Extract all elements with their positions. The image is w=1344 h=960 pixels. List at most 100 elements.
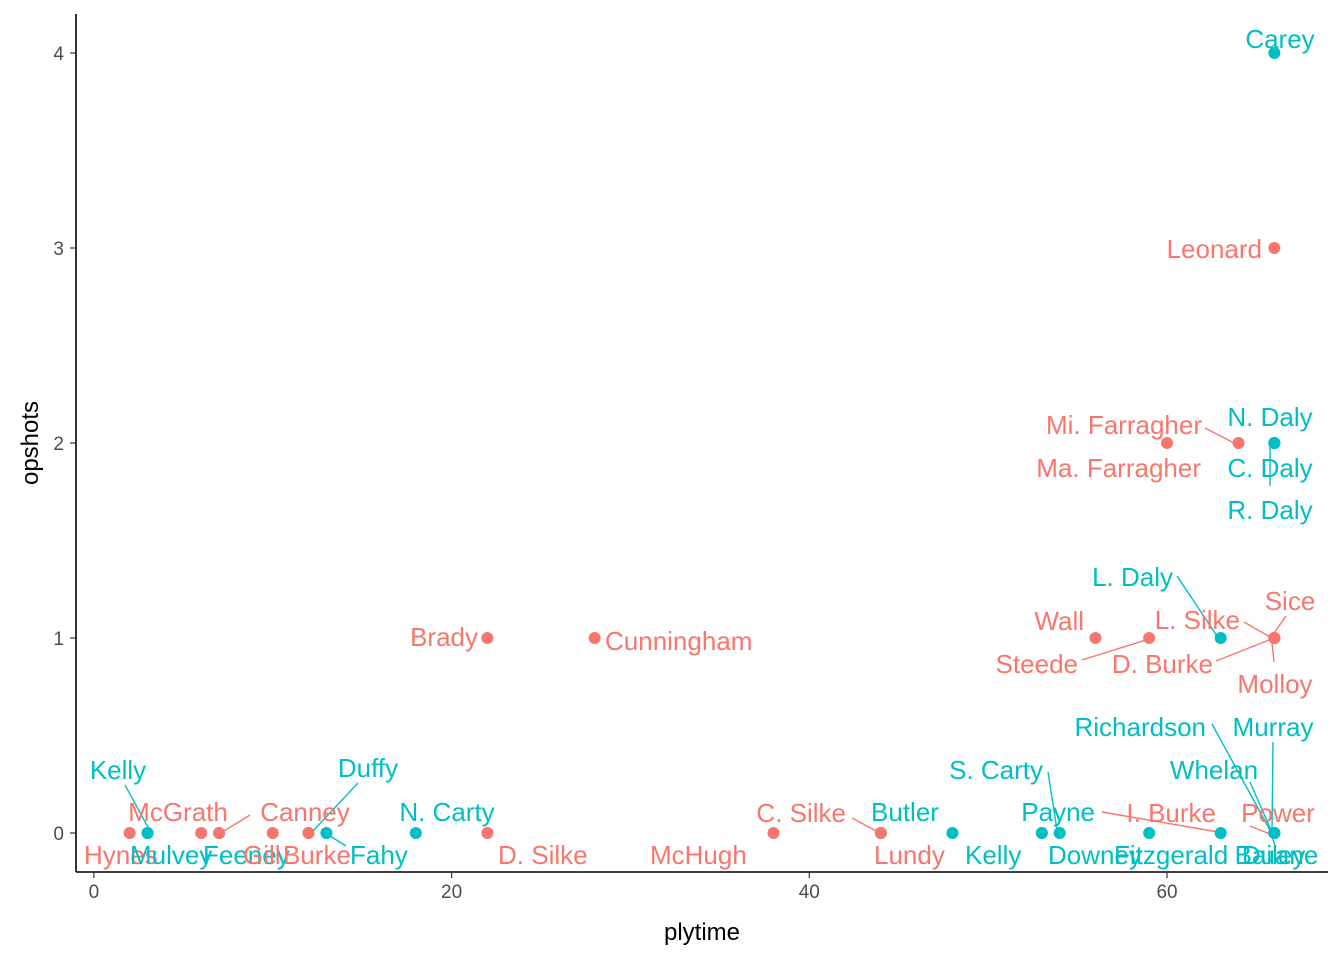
- label-leader-line: [1271, 641, 1275, 663]
- point-label: McGrath: [128, 797, 228, 827]
- y-tick-label: 0: [53, 824, 64, 845]
- label-leader-line: [1211, 723, 1272, 833]
- point-label: Canney: [260, 797, 350, 827]
- point-label: L. Silke: [1155, 605, 1240, 635]
- point-label: Wall: [1034, 606, 1084, 636]
- point-label: L. Daly: [1092, 562, 1173, 592]
- point-label: Fitzgerald: [1114, 840, 1228, 870]
- label-leader-line: [329, 835, 347, 847]
- data-point: [1053, 827, 1066, 839]
- data-point: [320, 827, 333, 839]
- data-point: [1035, 827, 1048, 839]
- y-tick-label: 3: [53, 239, 64, 260]
- axes: 0 20 40 60 0 1 2 3 4: [53, 14, 1328, 903]
- data-point: [213, 827, 226, 839]
- label-leader-line: [851, 817, 879, 833]
- data-point: [874, 827, 887, 839]
- data-point: [1268, 632, 1281, 644]
- data-point: [588, 632, 601, 644]
- point-label: Molloy: [1237, 669, 1312, 699]
- data-point: [266, 827, 279, 839]
- x-axis-title: plytime: [664, 919, 740, 946]
- point-label: N. Daly: [1227, 402, 1312, 432]
- point-label: N. Carty: [399, 797, 494, 827]
- point-label: Brady: [410, 622, 478, 652]
- point-label: Kelly: [90, 755, 146, 785]
- point-label: McHugh: [650, 840, 747, 870]
- point-label: Leonard: [1167, 234, 1262, 264]
- point-label: R. Daly: [1227, 495, 1312, 525]
- data-point: [141, 827, 154, 839]
- point-label: Duane: [1242, 840, 1319, 870]
- data-points: [123, 47, 1281, 839]
- data-point: [1268, 437, 1281, 449]
- label-leader-line: [1271, 741, 1274, 831]
- point-label: Sice: [1265, 586, 1316, 616]
- data-point: [481, 827, 494, 839]
- label-leader-line: [1204, 427, 1235, 444]
- point-label: Steede: [996, 649, 1078, 679]
- point-label: Kelly: [965, 840, 1021, 870]
- y-tick-label: 1: [53, 629, 64, 650]
- data-point: [1143, 632, 1156, 644]
- point-label: Mi. Farragher: [1046, 410, 1202, 440]
- point-label: Downey: [1048, 840, 1142, 870]
- label-leader-line: [1101, 811, 1219, 833]
- label-leader-line: [1249, 825, 1271, 835]
- point-label: C. Daly: [1227, 453, 1312, 483]
- point-label: Payne: [1021, 797, 1095, 827]
- data-point: [1089, 632, 1102, 644]
- point-label: Feeney: [203, 840, 290, 870]
- label-leader-line: [1243, 621, 1271, 638]
- x-tick-label: 60: [1156, 882, 1177, 903]
- data-point: [1268, 827, 1281, 839]
- point-label: Whelan: [1170, 755, 1258, 785]
- data-point: [481, 632, 494, 644]
- point-label: Power: [1241, 798, 1315, 828]
- data-point: [767, 827, 780, 839]
- point-label: Fahy: [350, 840, 408, 870]
- point-label: Gill: [243, 840, 281, 870]
- point-label: Lundy: [874, 840, 945, 870]
- y-tick-label: 2: [53, 434, 64, 455]
- x-tick-label: 40: [799, 882, 820, 903]
- point-label: Mulvey: [130, 840, 212, 870]
- point-label: Cunningham: [605, 626, 752, 656]
- label-leader-line: [124, 784, 151, 832]
- point-label: C. Silke: [756, 798, 846, 828]
- point-label: Richardson: [1074, 712, 1206, 742]
- x-tick-label: 0: [89, 882, 100, 903]
- y-tick-label: 4: [53, 44, 64, 65]
- label-leader-line: [1047, 771, 1058, 831]
- point-label: S. Carty: [949, 755, 1043, 785]
- label-leader-line: [1215, 639, 1270, 662]
- point-label: Carey: [1245, 24, 1314, 54]
- data-point: [1232, 437, 1245, 449]
- label-leader-line: [223, 814, 251, 832]
- point-label: Burke: [283, 840, 351, 870]
- point-label: Butler: [871, 797, 939, 827]
- point-label: Ma. Farragher: [1036, 453, 1201, 483]
- data-point: [123, 827, 136, 839]
- point-label: Bailey: [1235, 840, 1306, 870]
- label-leader-line: [1176, 575, 1218, 637]
- point-label: Murray: [1233, 712, 1314, 742]
- label-leader-line: [312, 782, 359, 832]
- data-point: [1268, 242, 1281, 254]
- data-point: [195, 827, 208, 839]
- y-axis-title: opshots: [17, 401, 44, 485]
- point-labels: Hynes Kelly Mulvey McGrath Feeney Canney Gill D…: [84, 24, 1318, 870]
- point-label: Duffy: [338, 753, 398, 783]
- point-label: D. Silke: [498, 840, 588, 870]
- data-point: [1268, 47, 1281, 59]
- data-point: [946, 827, 959, 839]
- point-label: I. Burke: [1126, 798, 1216, 828]
- data-point: [1161, 437, 1174, 449]
- label-leader-line: [1081, 639, 1147, 661]
- data-point: [1214, 632, 1227, 644]
- x-tick-label: 20: [441, 882, 462, 903]
- data-point: [1214, 827, 1227, 839]
- data-point: [1143, 827, 1156, 839]
- point-label: D. Burke: [1112, 649, 1213, 679]
